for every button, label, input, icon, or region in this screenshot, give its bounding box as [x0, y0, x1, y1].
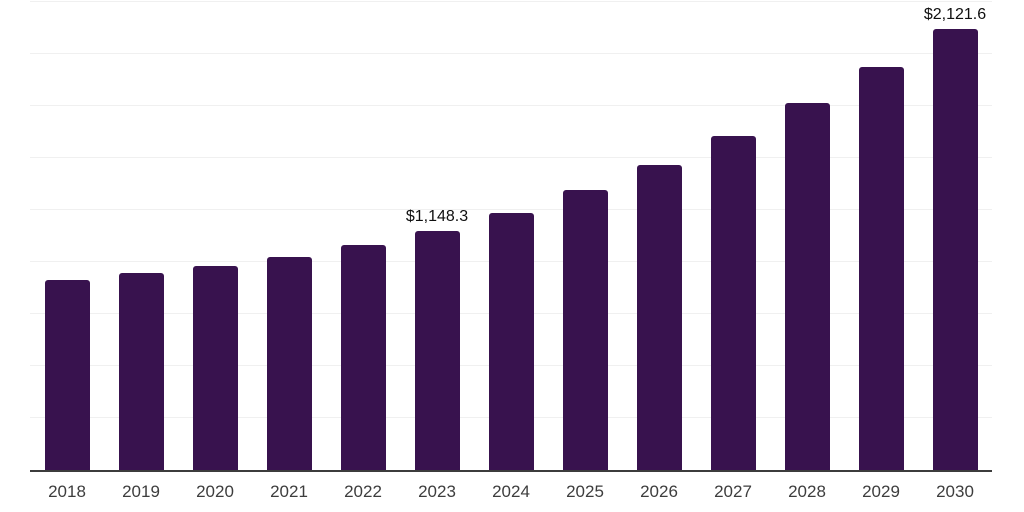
- gridline: [30, 157, 992, 159]
- gridline: [30, 53, 992, 54]
- bar-2028: [784, 102, 830, 470]
- bar-2022: [340, 244, 386, 470]
- bar-2026: [636, 165, 682, 470]
- x-tick-2022: 2022: [344, 482, 382, 501]
- x-tick-2020: 2020: [196, 482, 234, 501]
- gridline: [30, 105, 992, 106]
- plot-area: $1,148.3 $2,121.6: [30, 1, 992, 470]
- bar-2025: [562, 190, 608, 470]
- bar-slot-2025: [548, 2, 622, 470]
- x-tick-2027: 2027: [714, 482, 752, 501]
- bars-layer: $1,148.3 $2,121.6: [30, 2, 992, 470]
- bar-2020: [192, 265, 238, 470]
- gridline: [30, 1, 992, 2]
- bar-slot-2018: [30, 2, 104, 470]
- bar-2023: [414, 231, 460, 470]
- x-axis-line: [30, 470, 992, 472]
- bar-slot-2021: [252, 2, 326, 470]
- data-label-2030: $2,121.6: [923, 5, 987, 23]
- x-tick-2026: 2026: [640, 482, 678, 501]
- bar-slot-2024: [474, 2, 548, 470]
- x-tick-2028: 2028: [788, 482, 826, 501]
- bar-2024: [488, 212, 534, 470]
- bar-slot-2029: [844, 2, 918, 470]
- x-tick-2023: 2023: [418, 482, 456, 501]
- data-label-2023: $1,148.3: [405, 208, 469, 226]
- x-tick-2021: 2021: [270, 482, 308, 501]
- bar-2030: [932, 28, 978, 470]
- bar-slot-2022: [326, 2, 400, 470]
- bar-2029: [858, 66, 904, 470]
- bar-slot-2020: [178, 2, 252, 470]
- x-tick-2029: 2029: [862, 482, 900, 501]
- bar-slot-2027: [696, 2, 770, 470]
- x-tick-2018: 2018: [48, 482, 86, 501]
- x-tick-2030: 2030: [936, 482, 974, 501]
- bar-slot-2030: $2,121.6: [918, 2, 992, 470]
- x-tick-2024: 2024: [492, 482, 530, 501]
- gridline: [30, 209, 992, 210]
- x-tick-2019: 2019: [122, 482, 160, 501]
- bar-2027: [710, 135, 756, 470]
- bar-2019: [118, 273, 164, 470]
- bar-slot-2028: [770, 2, 844, 470]
- x-axis-labels: 2018 2019 2020 2021 2022 2023 2024 2025 2026 2027…: [30, 472, 992, 502]
- bar-2021: [266, 257, 312, 470]
- x-tick-2025: 2025: [566, 482, 604, 501]
- bar-slot-2019: [104, 2, 178, 470]
- bar-2018: [44, 280, 90, 470]
- bar-slot-2026: [622, 2, 696, 470]
- bar-slot-2023: $1,148.3: [400, 2, 474, 470]
